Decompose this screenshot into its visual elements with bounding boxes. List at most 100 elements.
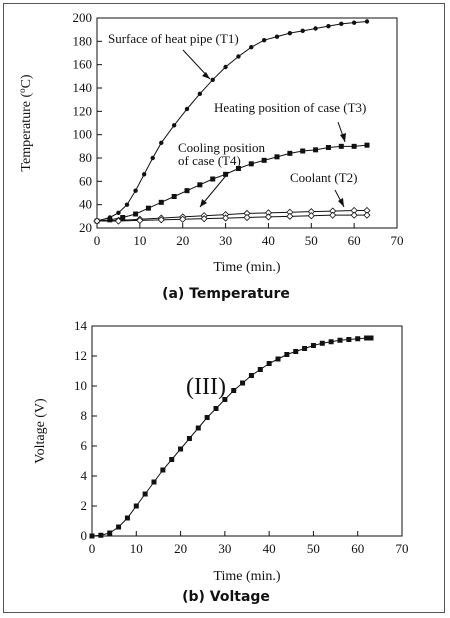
arrowhead-t3	[340, 133, 346, 142]
chart-a-x-tick-label: 20	[176, 233, 189, 248]
chart-b-y-tick-label: 4	[81, 468, 88, 483]
chart-b-series-0-point	[248, 373, 254, 378]
chart-a-caption: (a) Temperature	[162, 286, 290, 302]
chart-b-y-tick-label: 0	[81, 528, 88, 543]
chart-a-series-0-point	[236, 54, 241, 59]
chart-b-series-0-point	[257, 367, 263, 372]
chart-a-series-1-point	[364, 142, 370, 148]
chart-a-series-0-point	[133, 188, 138, 193]
chart-b-series-0-point	[107, 530, 113, 536]
chart-a-series-0-point	[197, 91, 203, 97]
chart-a-series-1-point	[120, 215, 126, 220]
chart-b-series-0-point	[116, 524, 122, 530]
chart-a-series-1-point	[235, 166, 241, 171]
chart-a-series-0-point	[184, 106, 190, 112]
chart-a-series-0-point	[326, 23, 331, 29]
chart-b-y-axis-label: Voltage (V)	[33, 398, 48, 464]
chart-a-series-3-point	[243, 213, 251, 222]
chart-b-series-0-point	[319, 340, 325, 346]
chart-a-series-1-point	[133, 211, 139, 217]
chart-b-y-tick-label: 2	[81, 498, 88, 513]
chart-b-series-0-point	[328, 339, 334, 345]
chart-a-x-tick-label: 40	[262, 233, 275, 248]
chart-a-x-tick-label: 0	[94, 233, 101, 248]
chart-b-series-0-point	[124, 515, 130, 521]
chart-b-series-0-point	[178, 446, 184, 452]
chart-a-y-tick-label: 180	[73, 33, 93, 48]
arrowhead-t2	[338, 198, 344, 207]
chart-a-series-3-point	[114, 217, 122, 225]
chart-a-series-1-point	[248, 161, 254, 167]
chart-b-x-tick-label: 0	[89, 541, 96, 556]
chart-b-series-0-point	[186, 436, 192, 441]
figure-frame	[3, 3, 445, 613]
chart-b-series-0-point	[355, 336, 361, 342]
chart-a-series-1-point	[145, 205, 151, 211]
chart-a-series-0-point	[249, 44, 254, 50]
chart-a-y-axis-label: Temperature (oC)	[17, 74, 34, 172]
chart-a-series-3-line	[97, 214, 367, 222]
chart-a-series-1-point	[184, 188, 190, 194]
arrow-t4	[199, 171, 230, 208]
chart-a-y-tick-label: 160	[73, 57, 93, 72]
chart-b-series-0-point	[222, 397, 228, 402]
chart-a-series-0-point	[287, 30, 293, 36]
chart-a-series-0-point	[223, 64, 228, 70]
chart-b-y-tick-label: 8	[81, 408, 88, 423]
chart-a-series-0-point	[313, 26, 318, 31]
chart-b-series-0-point	[275, 356, 281, 362]
chart-a-series-1-point	[287, 150, 293, 156]
annotation-t2: Coolant (T2)	[290, 170, 358, 185]
chart-a-series-0-point	[364, 19, 370, 24]
chart-a-y-tick-label: 60	[79, 173, 92, 188]
chart-a-series-3-point	[350, 211, 358, 219]
chart-a-series-3-point	[200, 215, 208, 223]
chart-b-series-0-point	[160, 467, 166, 473]
chart-b-series-0-point	[133, 503, 139, 509]
chart-a-x-tick-label: 70	[391, 233, 404, 248]
chart-b-series-0-point	[89, 533, 95, 539]
chart-a-series-3-point	[329, 211, 337, 219]
chart-b-series-0-point	[98, 532, 104, 538]
chart-a-y-tick-label: 20	[79, 220, 92, 235]
chart-a-series-0-point	[141, 172, 147, 177]
chart-a-series-0-point	[116, 210, 121, 216]
chart-a-series-1-point	[325, 145, 331, 150]
chart-a-series-3-point	[136, 216, 144, 224]
chart-b-x-tick-label: 60	[351, 541, 364, 556]
chart-a-series-3-point	[286, 212, 294, 220]
chart-b-plot-area	[91, 325, 403, 537]
chart-a-series-3-point	[222, 214, 230, 222]
chart-a-y-tick-label: 140	[73, 80, 93, 95]
chart-b-series-0-point	[337, 337, 343, 343]
chart-b-series-0-point	[284, 352, 290, 357]
chart-a-series-0-point	[351, 20, 357, 25]
chart-b-x-tick-label: 50	[307, 541, 320, 556]
chart-a-series-0-point	[150, 155, 155, 161]
chart-a-x-tick-label: 60	[348, 233, 361, 248]
chart-b-x-tick-label: 40	[263, 541, 276, 556]
chart-a-series-0-point	[124, 202, 130, 207]
chart-b-series-0-point	[293, 349, 299, 354]
chart-b-x-tick-label: 10	[130, 541, 143, 556]
chart-b-caption: (b) Voltage	[182, 589, 270, 605]
chart-b-x-axis-label: Time (min.)	[213, 569, 280, 584]
chart-b-series-0-point	[169, 457, 175, 462]
chart-a-series-3-point	[93, 217, 101, 225]
chart-b-series-0-point	[240, 380, 246, 386]
chart-a-plot-area	[96, 17, 398, 229]
chart-a-series-2-line	[96, 210, 367, 222]
chart-a-series-1-point	[313, 147, 319, 153]
chart-a-series-0-point	[171, 123, 177, 128]
chart-a-series-0-point	[210, 77, 215, 83]
chart-a-series-3-point	[179, 215, 187, 223]
chart-a-series-3-point	[307, 212, 315, 220]
chart-a-series-0-point	[339, 21, 344, 27]
chart-b-series-0-point	[213, 406, 219, 411]
chart-a-y-tick-label: 40	[79, 197, 92, 212]
chart-b-series-0-point	[142, 491, 148, 497]
annotation-t3: Heating position of case (T3)	[214, 100, 366, 115]
arrowhead-t1	[202, 72, 210, 79]
chart-b-series-0-point	[266, 361, 272, 366]
chart-a-x-tick-label: 10	[133, 233, 146, 248]
